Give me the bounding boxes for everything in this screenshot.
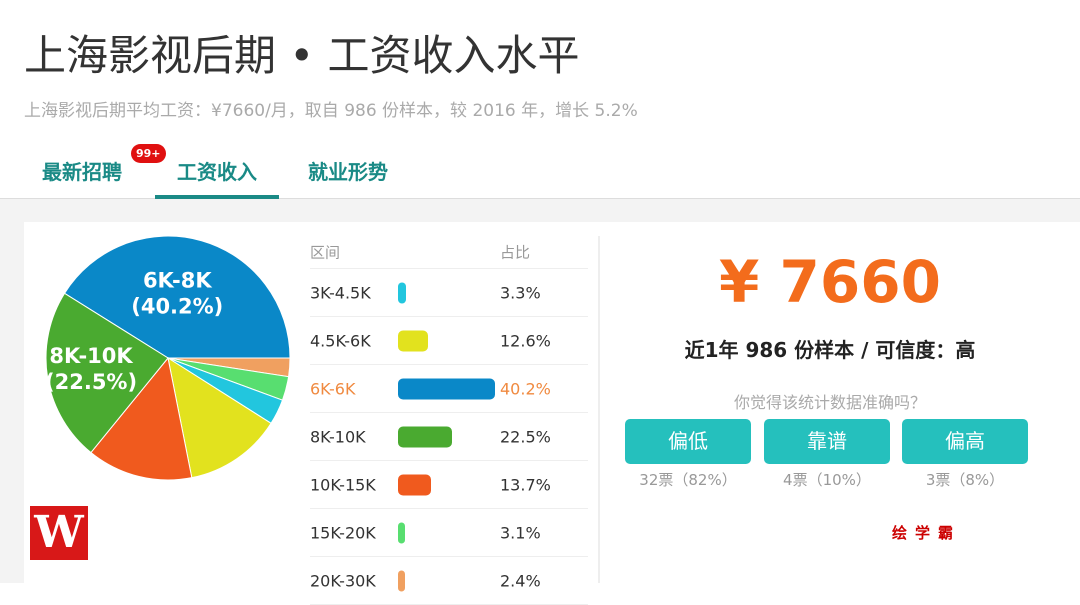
- share-value: 12.6%: [500, 331, 551, 350]
- tab-latest-jobs[interactable]: 最新招聘: [42, 160, 122, 184]
- header-share: 占比: [500, 243, 531, 262]
- tab-employment[interactable]: 就业形势: [308, 160, 388, 184]
- share-bar: [398, 282, 406, 303]
- vote-accurate-count: 4票（10%）: [783, 471, 871, 489]
- vote-low-count: 32票（82%）: [639, 471, 737, 489]
- share-bar: [398, 426, 453, 447]
- share-bar: [398, 474, 432, 495]
- share-value: 2.4%: [500, 571, 541, 590]
- table-row: 6K-6K 40.2%: [310, 365, 588, 413]
- pie-slice-6K-8K: [63, 235, 291, 359]
- pie-label: (40.2%): [131, 295, 223, 319]
- tab-bar: 最新招聘 99+ 工资收入 就业形势: [0, 140, 1080, 200]
- table-row: 15K-20K 3.1%: [310, 509, 588, 557]
- range-label: 3K-4.5K: [310, 283, 371, 302]
- table-row: 8K-10K 22.5%: [310, 413, 588, 461]
- average-salary: ¥ 7660: [719, 248, 941, 316]
- table-row: 4.5K-6K 12.6%: [310, 317, 588, 365]
- pie-label: 6K-8K: [143, 269, 212, 293]
- share-bar: [398, 330, 429, 351]
- watermark: 绘学霸: [892, 524, 962, 542]
- vote-high-count: 3票（8%）: [925, 471, 1005, 489]
- table-header: 区间 占比: [310, 236, 588, 269]
- vote-high-button[interactable]: 偏高: [902, 419, 1028, 464]
- page-title: 上海影视后期 • 工资收入水平: [24, 31, 580, 80]
- range-label: 15K-20K: [310, 523, 376, 542]
- salary-pie-chart: 6K-8K(40.2%) 8K-10K(22.5%): [45, 235, 291, 481]
- divider: [598, 236, 600, 583]
- pie-slice-8K-10K: [45, 292, 169, 454]
- tab-salary[interactable]: 工资收入: [155, 156, 279, 200]
- range-label: 20K-30K: [310, 571, 376, 590]
- tab-badge: 99+: [131, 144, 166, 163]
- logo: W: [30, 506, 88, 560]
- share-value: 3.1%: [500, 523, 541, 542]
- pie-slice-4.5K-6K: [167, 356, 272, 479]
- header-range: 区间: [310, 243, 341, 262]
- pie-label: 8K-10K: [49, 344, 133, 368]
- share-value: 40.2%: [500, 379, 551, 398]
- share-bar: [398, 570, 405, 591]
- pie-slice-10K-15K: [90, 356, 193, 481]
- accuracy-question: 你觉得该统计数据准确吗？: [733, 393, 926, 412]
- salary-distribution-table: 区间 占比 3K-4.5K 3.3% 4.5K-6K 12.6% 6K-6K 40.…: [310, 236, 588, 605]
- table-row: 3K-4.5K 3.3%: [310, 269, 588, 317]
- table-row: 10K-15K 13.7%: [310, 461, 588, 509]
- vote-low-button[interactable]: 偏低: [625, 419, 751, 464]
- page-subtitle: 上海影视后期平均工资：¥7660/月，取自 986 份样本，较 2016 年，增…: [24, 101, 638, 121]
- sample-info: 近1年 986 份样本 / 可信度：高: [684, 338, 976, 362]
- share-value: 3.3%: [500, 283, 541, 302]
- share-value: 22.5%: [500, 427, 551, 446]
- share-value: 13.7%: [500, 475, 551, 494]
- range-label: 6K-6K: [310, 379, 356, 398]
- table-row: 20K-30K 2.4%: [310, 557, 588, 605]
- range-label: 10K-15K: [310, 475, 376, 494]
- share-bar: [398, 522, 406, 543]
- pie-label: (22.5%): [45, 370, 137, 394]
- vote-accurate-button[interactable]: 靠谱: [764, 419, 890, 464]
- share-bar: [398, 378, 495, 399]
- range-label: 8K-10K: [310, 427, 366, 446]
- range-label: 4.5K-6K: [310, 331, 371, 350]
